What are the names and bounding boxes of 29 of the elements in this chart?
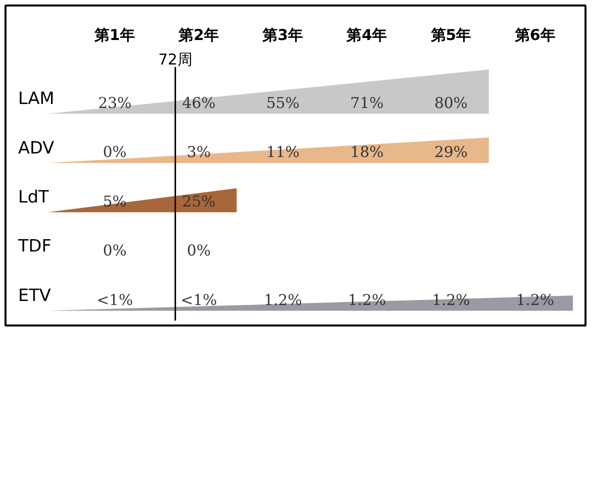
data-label: 0%	[102, 143, 127, 162]
data-label: 55%	[266, 94, 300, 112]
series-label: ETV	[18, 286, 52, 306]
data-label: <1%	[96, 290, 133, 309]
text: 72周	[158, 50, 192, 69]
category-label: 第5年	[430, 26, 472, 44]
data-label: 25%	[182, 192, 216, 210]
data-label: 71%	[350, 94, 384, 112]
data-label: 1.2%	[348, 290, 386, 309]
series-label: ADV	[18, 138, 55, 158]
data-label: 18%	[350, 143, 384, 162]
text: TDF	[17, 236, 52, 257]
category-label: 第3年	[262, 26, 304, 44]
series-label: LAM	[18, 89, 54, 110]
category-label: 第2年	[178, 26, 220, 44]
data-label: 11%	[266, 143, 300, 162]
category-label: 第6年	[514, 26, 556, 44]
data-label: 80%	[434, 94, 468, 112]
data-label: 0%	[102, 242, 127, 260]
data-label: 1.2%	[264, 290, 302, 309]
series-label: LdT	[18, 188, 50, 208]
category-label: 第4年	[346, 26, 388, 44]
category-label: 第1年	[94, 26, 135, 44]
data-label: 23%	[98, 94, 132, 112]
data-label: <1%	[180, 290, 218, 309]
data-label: 1.2%	[516, 290, 554, 309]
data-label: 0%	[186, 242, 211, 260]
data-label: 46%	[182, 94, 216, 112]
data-label: 29%	[434, 143, 468, 162]
